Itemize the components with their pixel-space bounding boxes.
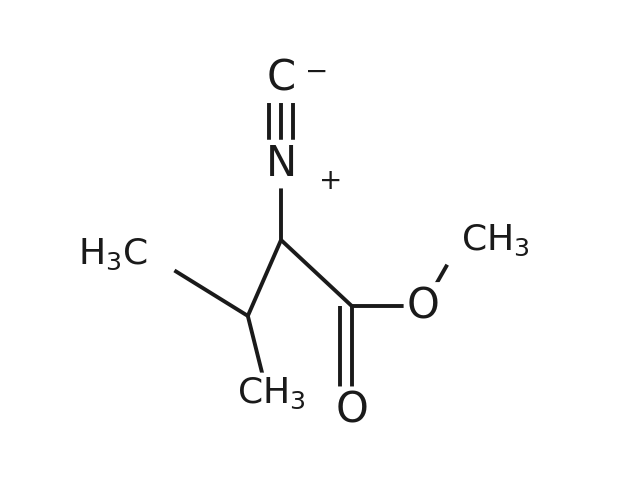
Text: CH$_3$: CH$_3$ xyxy=(237,375,306,411)
Text: O: O xyxy=(407,286,440,327)
Text: N: N xyxy=(265,143,297,185)
Text: +: + xyxy=(319,167,343,195)
Text: CH$_3$: CH$_3$ xyxy=(461,222,530,258)
Text: O: O xyxy=(336,390,369,432)
Text: −: − xyxy=(305,58,329,85)
Text: C: C xyxy=(267,58,295,100)
Text: H$_3$C: H$_3$C xyxy=(78,237,148,272)
